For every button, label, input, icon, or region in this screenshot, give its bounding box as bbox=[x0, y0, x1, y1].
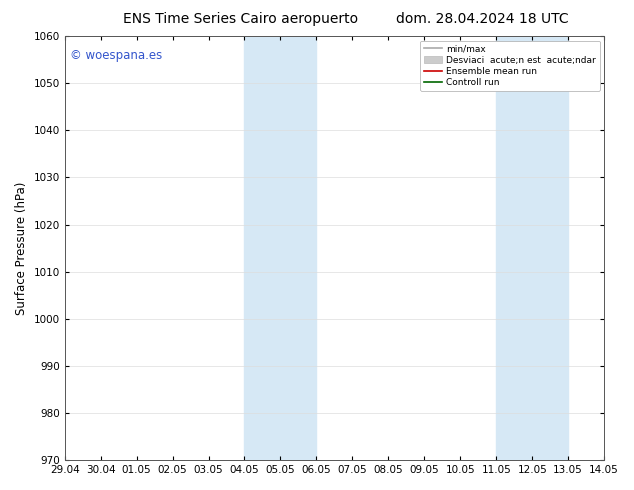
Text: © woespana.es: © woespana.es bbox=[70, 49, 162, 62]
Y-axis label: Surface Pressure (hPa): Surface Pressure (hPa) bbox=[15, 181, 28, 315]
Legend: min/max, Desviaci  acute;n est  acute;ndar, Ensemble mean run, Controll run: min/max, Desviaci acute;n est acute;ndar… bbox=[420, 41, 600, 91]
Bar bbox=[280, 36, 316, 460]
Bar bbox=[245, 36, 280, 460]
Bar bbox=[532, 36, 568, 460]
Text: dom. 28.04.2024 18 UTC: dom. 28.04.2024 18 UTC bbox=[396, 12, 568, 26]
Text: ENS Time Series Cairo aeropuerto: ENS Time Series Cairo aeropuerto bbox=[124, 12, 358, 26]
Bar bbox=[496, 36, 532, 460]
